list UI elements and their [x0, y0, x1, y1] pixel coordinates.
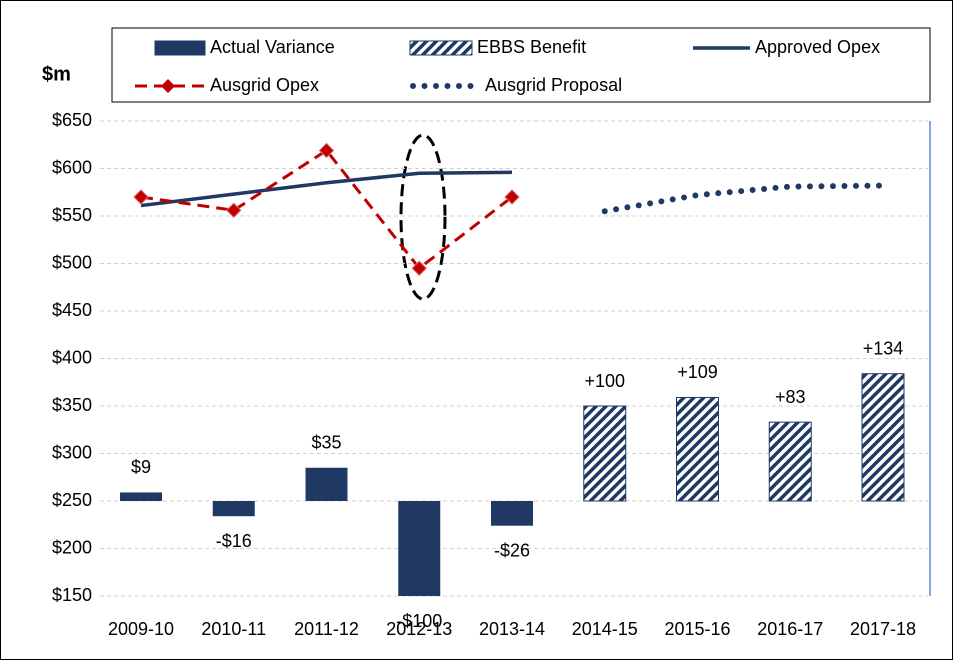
legend-box: [111, 27, 931, 103]
marker: [318, 142, 335, 159]
bar: [305, 467, 348, 501]
value-label: +83: [775, 387, 806, 407]
value-label: $35: [311, 433, 341, 453]
y-tick-label: $600: [52, 157, 92, 177]
marker: [133, 189, 149, 205]
y-tick-label: $350: [52, 395, 92, 415]
marker: [226, 202, 242, 219]
legend-marker: [161, 79, 175, 93]
legend-swatch: [409, 40, 473, 56]
bar: [120, 492, 162, 501]
value-label: $9: [131, 457, 151, 477]
legend-label: EBBS Benefit: [477, 37, 586, 57]
legend-label: Ausgrid Proposal: [485, 75, 622, 95]
y-tick-label: $150: [52, 585, 92, 605]
y-tick-label: $200: [52, 537, 92, 557]
x-tick-label: 2016-17: [757, 619, 823, 639]
line: [140, 170, 513, 208]
bar: [768, 421, 812, 502]
x-tick-label: 2014-15: [572, 619, 638, 639]
highlight-ellipse: [399, 133, 447, 301]
y-tick-label: $650: [52, 110, 92, 130]
legend-label: Approved Opex: [755, 37, 880, 57]
marker: [411, 260, 427, 276]
line: [140, 148, 513, 271]
y-axis-label: $m: [42, 63, 71, 85]
legend-swatch: [154, 40, 206, 56]
x-tick-label: 2017-18: [850, 619, 916, 639]
y-tick-label: $400: [52, 347, 92, 367]
y-tick-label: $550: [52, 205, 92, 225]
x-tick-label: 2011-12: [294, 619, 359, 639]
x-tick-label: 2010-11: [201, 619, 266, 639]
bar: [861, 373, 905, 502]
line: [601, 182, 886, 215]
value-label: -$100: [396, 611, 442, 631]
bar: [583, 405, 627, 502]
bar: [676, 396, 719, 502]
x-tick-label: 2015-16: [664, 619, 730, 639]
legend-label: Ausgrid Opex: [210, 75, 319, 95]
x-tick-label: 2012-13: [386, 619, 452, 639]
value-label: +100: [584, 371, 625, 391]
bar: [212, 501, 255, 517]
y-tick-label: $300: [52, 442, 92, 462]
y-tick-label: $450: [52, 300, 92, 320]
x-tick-label: 2009-10: [108, 619, 174, 639]
x-tick-label: 2013-14: [479, 619, 545, 639]
marker: [504, 189, 520, 205]
legend-label: Actual Variance: [210, 37, 335, 57]
y-tick-label: $250: [52, 490, 92, 510]
y-tick-label: $500: [52, 252, 92, 272]
bar: [491, 501, 533, 526]
value-label: +134: [863, 338, 904, 358]
value-label: -$16: [216, 531, 252, 551]
value-label: -$26: [494, 540, 530, 560]
bar: [398, 501, 441, 596]
value-label: +109: [677, 362, 718, 382]
